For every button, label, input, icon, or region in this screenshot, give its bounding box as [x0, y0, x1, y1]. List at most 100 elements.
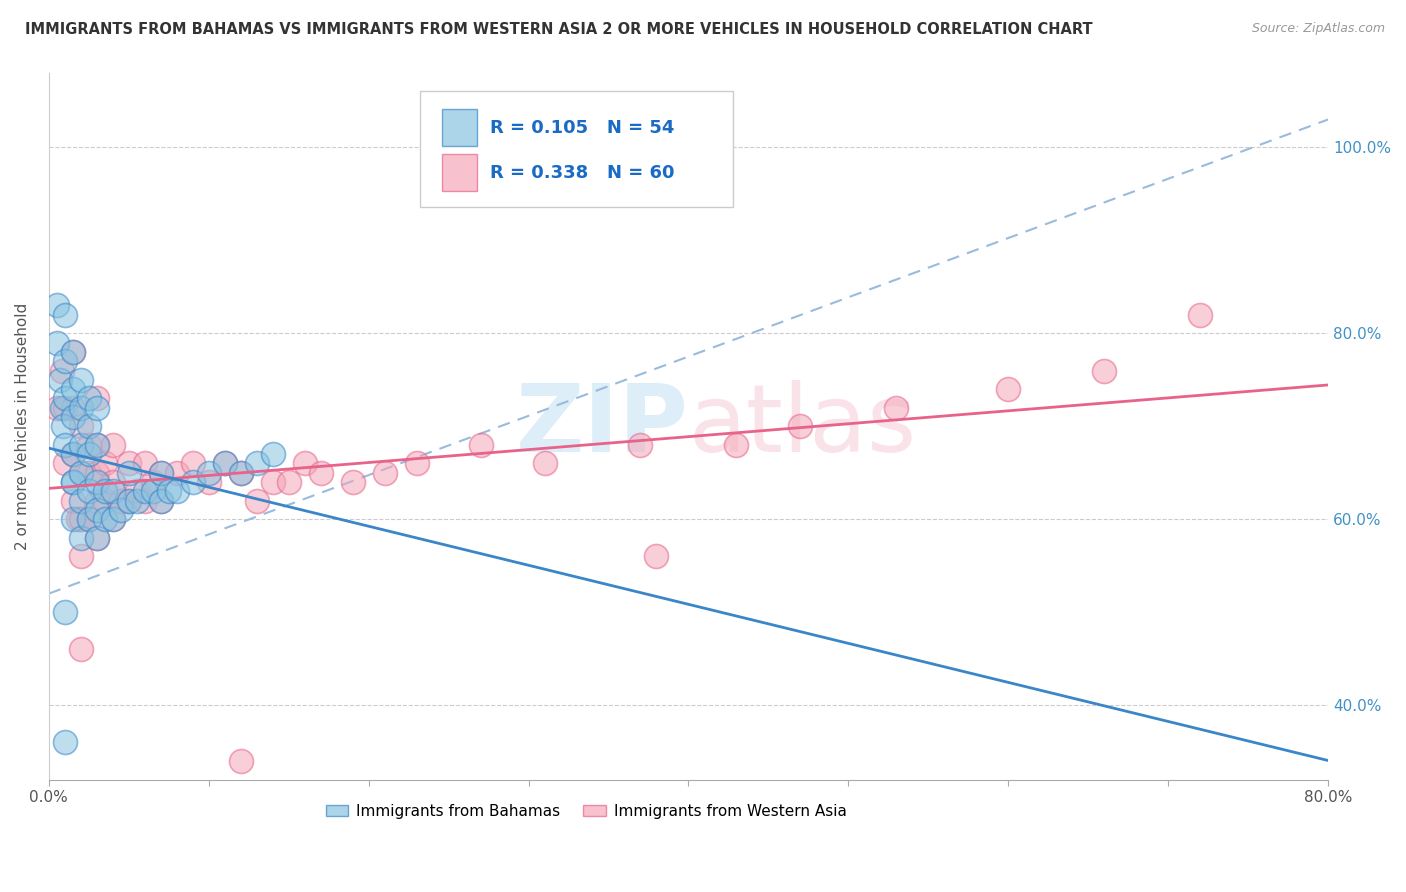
Point	[118, 493, 141, 508]
Point	[166, 484, 188, 499]
Point	[630, 438, 652, 452]
Bar	[441, 154, 478, 191]
Point	[69, 438, 91, 452]
Point	[62, 512, 84, 526]
Point	[53, 457, 76, 471]
Point	[86, 531, 108, 545]
Point	[45, 335, 67, 350]
Point	[77, 484, 100, 499]
Point	[62, 401, 84, 415]
Point	[52, 419, 75, 434]
Point	[69, 531, 91, 545]
Point	[53, 605, 76, 619]
Point	[149, 493, 172, 508]
Point	[342, 475, 364, 489]
Point	[53, 401, 76, 415]
Point	[374, 466, 396, 480]
Point	[66, 512, 89, 526]
Point	[134, 493, 156, 508]
Point	[405, 457, 427, 471]
Point	[229, 466, 252, 480]
Point	[1189, 308, 1212, 322]
Point	[53, 735, 76, 749]
Point	[214, 457, 236, 471]
Point	[86, 438, 108, 452]
Point	[470, 438, 492, 452]
Point	[45, 401, 67, 415]
Point	[997, 382, 1019, 396]
Point	[62, 475, 84, 489]
Point	[118, 457, 141, 471]
Point	[149, 466, 172, 480]
Text: ZIP: ZIP	[516, 380, 689, 472]
Point	[86, 438, 108, 452]
Point	[149, 493, 172, 508]
Point	[62, 493, 84, 508]
Point	[69, 512, 91, 526]
Point	[142, 475, 165, 489]
Point	[77, 438, 100, 452]
Point	[166, 466, 188, 480]
Point	[86, 475, 108, 489]
Point	[62, 382, 84, 396]
Point	[86, 503, 108, 517]
Point	[77, 419, 100, 434]
Point	[86, 466, 108, 480]
Text: R = 0.338   N = 60: R = 0.338 N = 60	[491, 163, 675, 182]
Point	[86, 493, 108, 508]
Point	[101, 512, 124, 526]
Point	[725, 438, 748, 452]
Point	[93, 457, 115, 471]
Point	[51, 363, 73, 377]
Point	[77, 392, 100, 406]
Point	[294, 457, 316, 471]
Point	[1092, 363, 1115, 377]
Point	[77, 512, 100, 526]
Point	[45, 298, 67, 312]
Point	[49, 373, 72, 387]
Point	[62, 447, 84, 461]
Point	[62, 475, 84, 489]
Point	[86, 531, 108, 545]
Point	[93, 493, 115, 508]
Point	[246, 493, 269, 508]
Point	[645, 549, 668, 564]
Text: atlas: atlas	[689, 380, 917, 472]
Point	[93, 484, 115, 499]
Point	[69, 466, 91, 480]
Point	[262, 475, 284, 489]
Point	[118, 466, 141, 480]
Point	[181, 475, 204, 489]
Point	[69, 642, 91, 657]
Point	[77, 447, 100, 461]
Point	[181, 457, 204, 471]
Point	[53, 392, 76, 406]
Point	[51, 401, 73, 415]
Point	[229, 754, 252, 768]
Point	[77, 466, 100, 480]
Point	[134, 457, 156, 471]
Point	[101, 438, 124, 452]
Point	[101, 484, 124, 499]
Point	[69, 401, 91, 415]
Point	[149, 466, 172, 480]
Point	[309, 466, 332, 480]
Point	[142, 484, 165, 499]
Point	[53, 438, 76, 452]
Point	[118, 493, 141, 508]
Point	[197, 475, 219, 489]
Point	[214, 457, 236, 471]
Point	[53, 308, 76, 322]
Point	[62, 447, 84, 461]
Point	[62, 409, 84, 424]
Point	[77, 512, 100, 526]
Legend: Immigrants from Bahamas, Immigrants from Western Asia: Immigrants from Bahamas, Immigrants from…	[319, 797, 852, 825]
Point	[262, 447, 284, 461]
Bar	[441, 109, 478, 145]
Point	[125, 484, 148, 499]
Text: Source: ZipAtlas.com: Source: ZipAtlas.com	[1251, 22, 1385, 36]
Point	[157, 484, 180, 499]
Point	[62, 345, 84, 359]
Y-axis label: 2 or more Vehicles in Household: 2 or more Vehicles in Household	[15, 302, 30, 549]
Point	[69, 549, 91, 564]
